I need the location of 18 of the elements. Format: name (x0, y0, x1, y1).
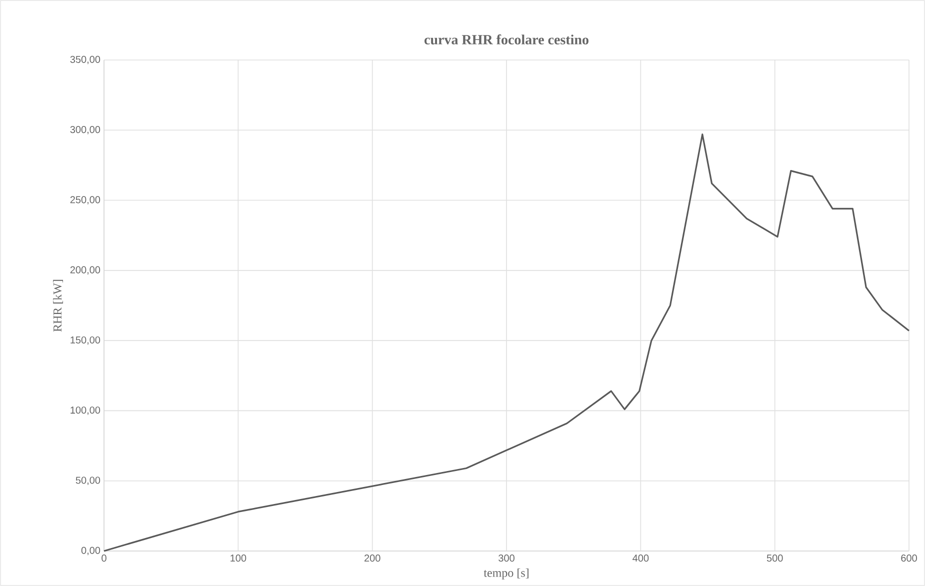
x-tick-label: 100 (230, 554, 246, 562)
x-tick-label: 400 (632, 554, 649, 562)
x-tick-label: 0 (102, 554, 106, 562)
x-tick-label: 500 (766, 554, 783, 562)
y-tick-label: 200,00 (70, 266, 100, 275)
x-axis-title: tempo [s] (484, 568, 528, 580)
x-tick-label: 600 (901, 554, 917, 562)
y-tick-label: 350,00 (70, 56, 100, 64)
x-tick-label: 300 (498, 554, 514, 562)
y-tick-label: 50,00 (76, 476, 100, 485)
y-tick-label: 0,00 (81, 546, 100, 556)
y-axis-title: RHR [kW] (53, 280, 64, 332)
y-tick-label: 100,00 (70, 406, 100, 415)
y-tick-label: 300,00 (70, 126, 100, 134)
x-tick-label: 200 (364, 554, 380, 562)
y-tick-label: 150,00 (70, 336, 100, 345)
y-tick-label: 250,00 (70, 196, 100, 204)
chart-title: curva RHR focolare cestino (424, 34, 588, 44)
